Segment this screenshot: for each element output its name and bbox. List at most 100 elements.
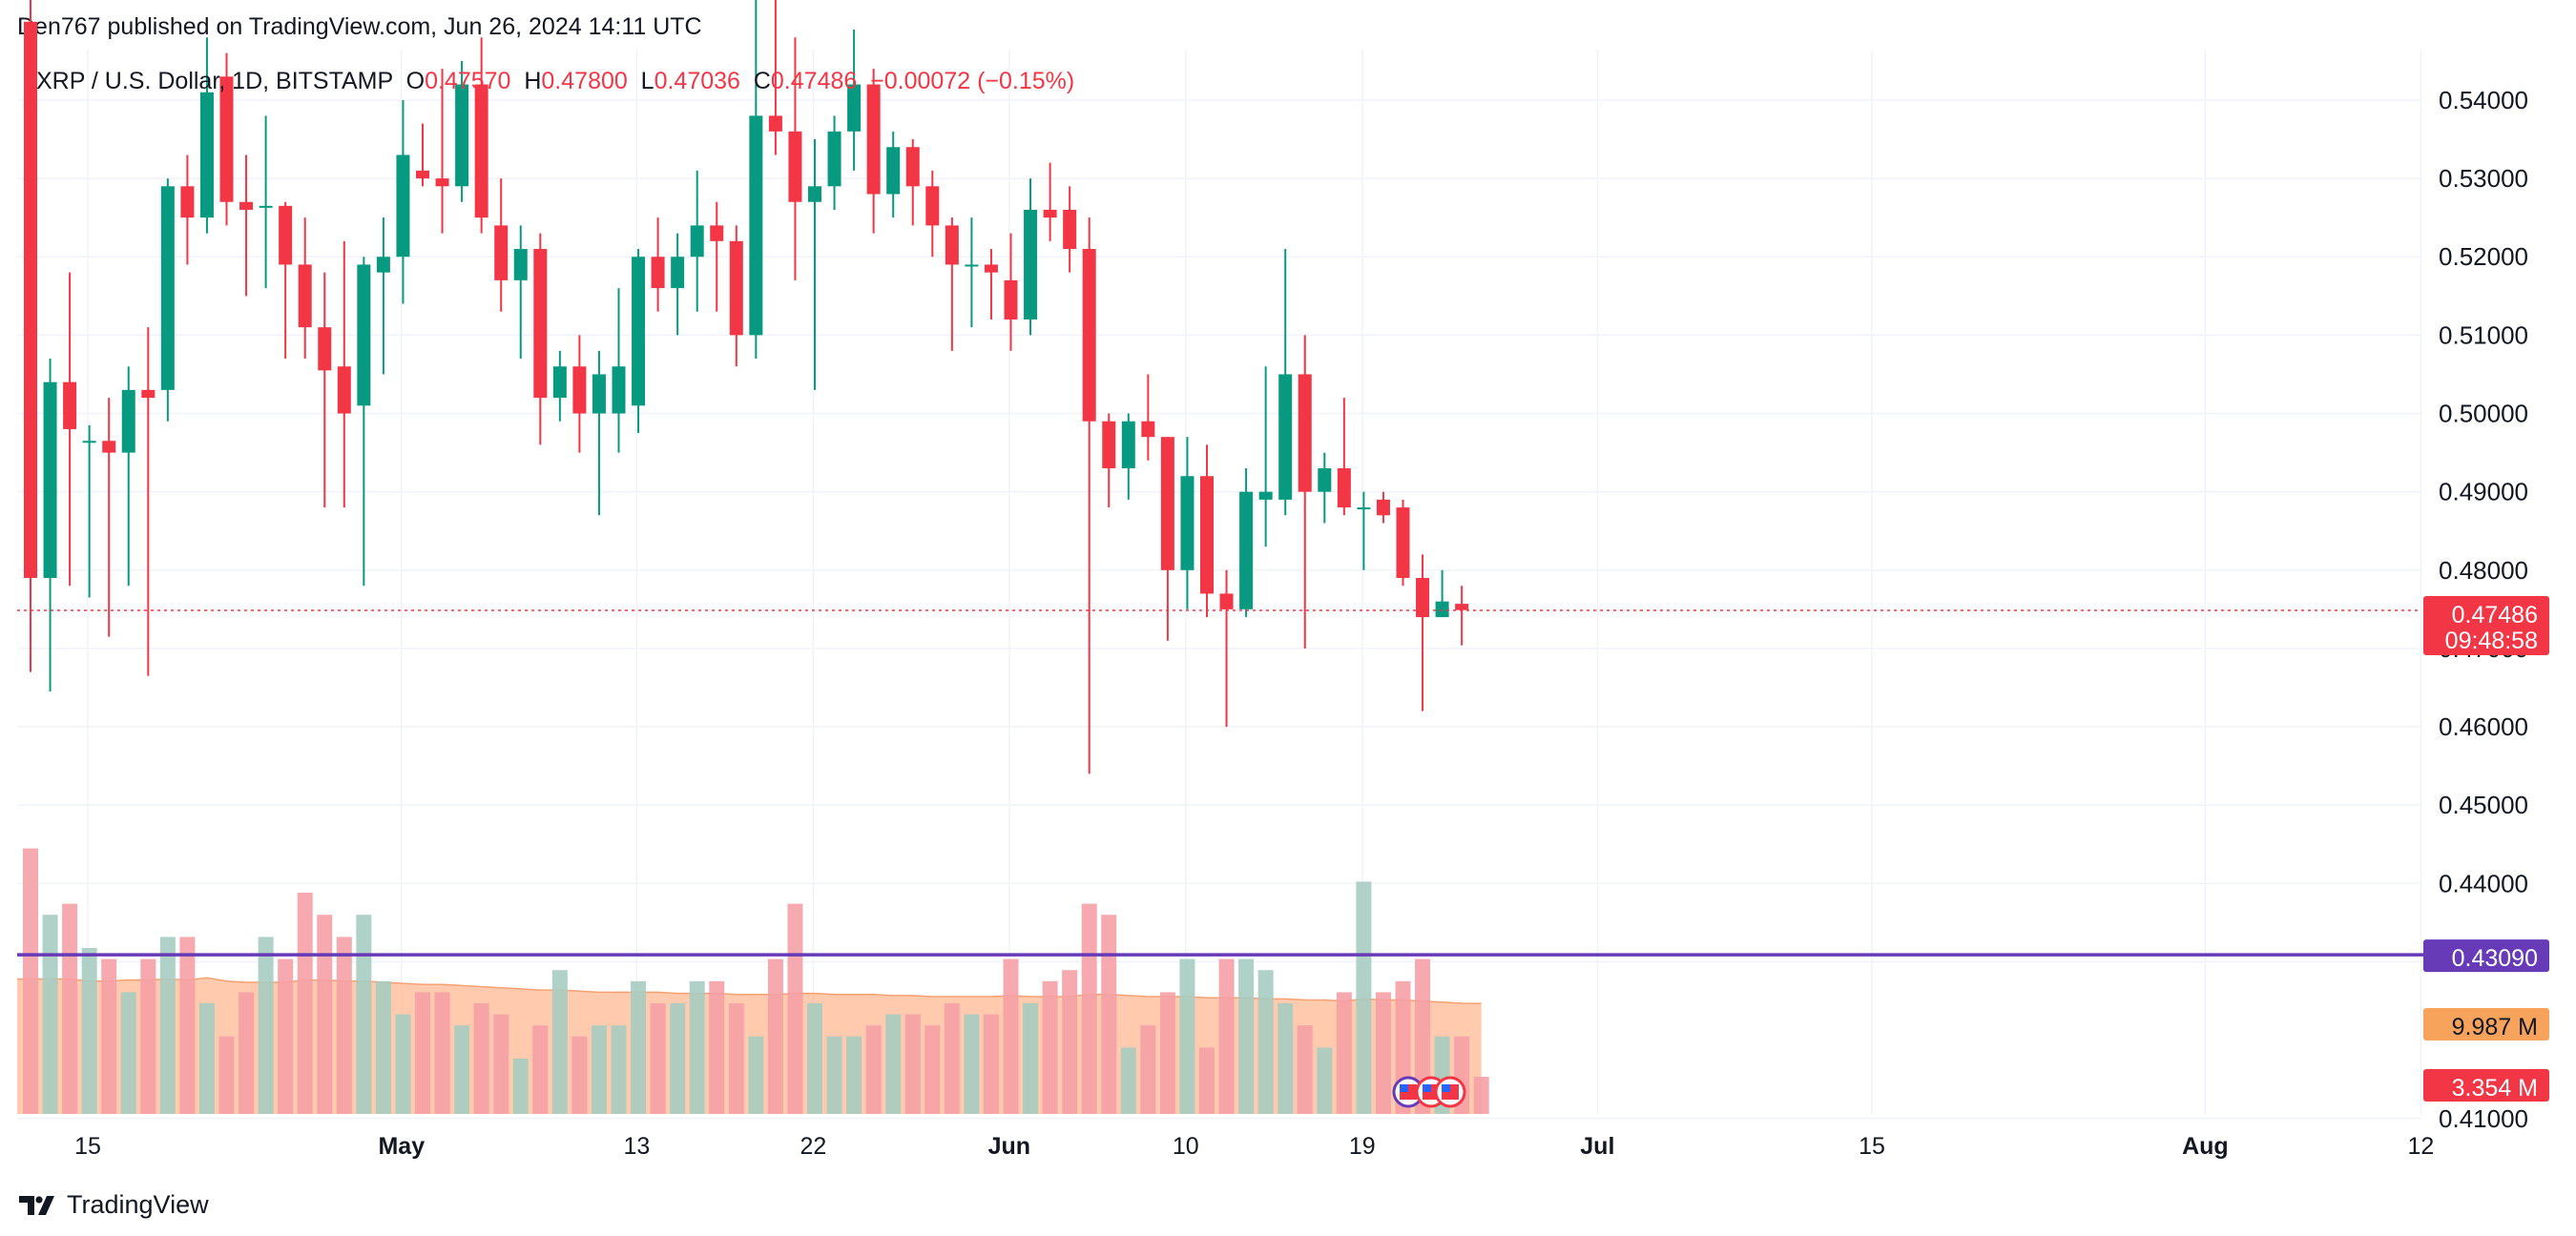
legend-part: 0.47800 bbox=[541, 68, 640, 94]
volume-bar bbox=[1081, 903, 1097, 1114]
candles bbox=[24, 0, 1469, 774]
volume-bar bbox=[591, 1025, 607, 1114]
candle-body bbox=[533, 249, 548, 399]
candle-body bbox=[729, 240, 743, 336]
legend-part: 0.47486 bbox=[771, 68, 870, 94]
candle-body bbox=[63, 381, 77, 429]
volume-bar bbox=[1336, 992, 1352, 1114]
candle-body bbox=[259, 205, 273, 208]
candle-body bbox=[788, 131, 802, 202]
volume-bar bbox=[964, 1014, 980, 1114]
volume-bar bbox=[1375, 992, 1391, 1114]
volume-badge-text: 3.354 M bbox=[2452, 1075, 2538, 1102]
candle bbox=[1082, 217, 1096, 774]
candle bbox=[945, 217, 959, 351]
candle bbox=[160, 178, 175, 422]
candle bbox=[925, 170, 940, 258]
candle-body bbox=[592, 374, 606, 414]
support-badge-bg bbox=[2423, 939, 2549, 973]
candle-body bbox=[396, 154, 410, 258]
candle-body bbox=[1258, 491, 1273, 500]
candle-body bbox=[1239, 491, 1254, 609]
candle bbox=[1219, 569, 1234, 728]
candle bbox=[494, 178, 509, 312]
price-tick: 0.50000 bbox=[2439, 400, 2528, 428]
volume-bar bbox=[159, 937, 176, 1114]
last-price-badge-text: 09:48:58 bbox=[2445, 628, 2538, 654]
candle bbox=[729, 225, 743, 367]
volume-bar bbox=[1199, 1047, 1215, 1114]
volume-bar bbox=[395, 1014, 411, 1114]
candle bbox=[141, 327, 156, 676]
candle bbox=[337, 240, 351, 508]
candle-body bbox=[905, 147, 920, 187]
volume-bar bbox=[1042, 980, 1058, 1114]
volume-bar bbox=[787, 903, 803, 1114]
candle bbox=[298, 217, 312, 360]
grid bbox=[17, 50, 2422, 1120]
ohlc-legend: XRP / U.S. Dollar, 1D, BITSTAMP O0.47570… bbox=[36, 68, 1074, 94]
event-markers[interactable] bbox=[1392, 1076, 1466, 1108]
candle-body bbox=[160, 186, 175, 390]
volume-bar bbox=[1317, 1047, 1333, 1114]
candle bbox=[180, 154, 195, 265]
candle-body bbox=[376, 257, 390, 273]
candle-body bbox=[82, 441, 96, 443]
volume-bar bbox=[434, 992, 450, 1114]
volume-bar bbox=[198, 1003, 215, 1114]
candle-body bbox=[1278, 374, 1293, 500]
candle bbox=[1258, 366, 1273, 547]
volume-bar bbox=[356, 915, 372, 1114]
volume-bar bbox=[140, 958, 156, 1114]
volume-bar bbox=[1023, 1003, 1039, 1114]
candle bbox=[710, 201, 724, 312]
candle-body bbox=[1141, 421, 1155, 438]
volume-bars bbox=[23, 848, 1489, 1114]
volume-badge-bg bbox=[2423, 1069, 2549, 1102]
candle-body bbox=[1298, 374, 1312, 492]
candle bbox=[63, 272, 77, 587]
price-tick: 0.54000 bbox=[2439, 86, 2528, 114]
candle bbox=[1435, 569, 1449, 618]
time-axis[interactable]: 15 May 13 22 Jun 10 19 Jul 15 Aug 12 bbox=[74, 1133, 2434, 1160]
candle-body bbox=[141, 389, 156, 399]
candle bbox=[1043, 162, 1057, 241]
volume-bar bbox=[551, 970, 568, 1114]
tradingview-brand[interactable]: TradingView bbox=[19, 1190, 209, 1220]
volume-bar bbox=[218, 1036, 235, 1114]
candle bbox=[219, 52, 234, 226]
candle-body bbox=[298, 264, 312, 328]
candle-body bbox=[827, 131, 841, 187]
volume-bar bbox=[1257, 970, 1274, 1114]
candle bbox=[396, 99, 410, 304]
volume-bar bbox=[1179, 958, 1195, 1114]
candle-body bbox=[219, 76, 234, 202]
legend-part: 0.47570 bbox=[425, 68, 524, 94]
time-tick: 15 bbox=[1859, 1133, 1885, 1160]
volume-bar bbox=[179, 937, 196, 1114]
candle-body bbox=[494, 225, 509, 280]
publisher-line: Den767 published on TradingView.com, Jun… bbox=[17, 13, 702, 40]
candle-body bbox=[1416, 578, 1430, 618]
volume-ma-badge: 9.987 M bbox=[2423, 1008, 2549, 1040]
time-tick: 15 bbox=[74, 1133, 101, 1160]
candle-body bbox=[886, 147, 901, 195]
volume-bar bbox=[415, 992, 430, 1114]
candle-body bbox=[43, 381, 57, 579]
volume-bar bbox=[1218, 958, 1235, 1114]
candle bbox=[827, 115, 841, 210]
candle bbox=[82, 424, 96, 598]
last-price-badge-bg bbox=[2423, 596, 2549, 656]
candle bbox=[552, 350, 567, 422]
volume-bar bbox=[728, 1003, 744, 1114]
volume-bar bbox=[42, 915, 58, 1114]
candle bbox=[1004, 233, 1018, 351]
volume-bar bbox=[611, 1025, 627, 1114]
event-flag-icon bbox=[1392, 1076, 1424, 1108]
volume-bar bbox=[101, 958, 117, 1114]
volume-bar bbox=[709, 980, 725, 1114]
volume-bar bbox=[493, 1014, 509, 1114]
candle-body bbox=[612, 366, 626, 414]
